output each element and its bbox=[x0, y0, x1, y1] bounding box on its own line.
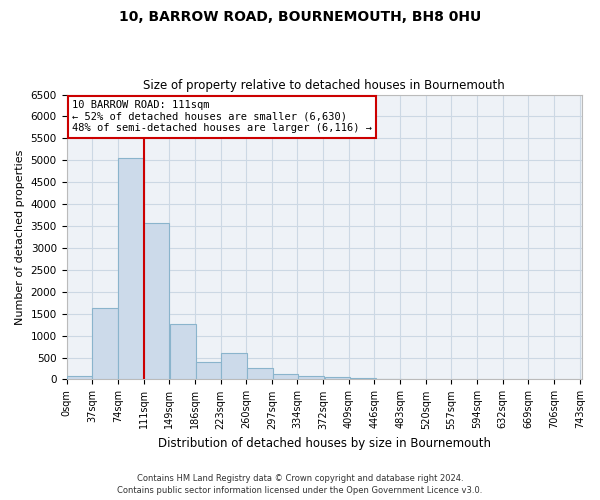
Bar bbox=[221, 353, 247, 380]
Bar bbox=[67, 376, 92, 380]
Bar bbox=[350, 378, 376, 380]
Bar bbox=[196, 362, 221, 380]
Bar bbox=[247, 368, 272, 380]
Text: 10, BARROW ROAD, BOURNEMOUTH, BH8 0HU: 10, BARROW ROAD, BOURNEMOUTH, BH8 0HU bbox=[119, 10, 481, 24]
Y-axis label: Number of detached properties: Number of detached properties bbox=[15, 150, 25, 324]
Bar bbox=[170, 324, 196, 380]
Bar bbox=[272, 374, 298, 380]
Bar bbox=[92, 308, 118, 380]
Bar bbox=[143, 222, 169, 380]
Bar bbox=[325, 377, 350, 380]
Text: Contains HM Land Registry data © Crown copyright and database right 2024.
Contai: Contains HM Land Registry data © Crown c… bbox=[118, 474, 482, 495]
Text: 10 BARROW ROAD: 111sqm
← 52% of detached houses are smaller (6,630)
48% of semi-: 10 BARROW ROAD: 111sqm ← 52% of detached… bbox=[71, 100, 371, 134]
Bar bbox=[118, 158, 143, 380]
X-axis label: Distribution of detached houses by size in Bournemouth: Distribution of detached houses by size … bbox=[158, 437, 491, 450]
Bar bbox=[298, 376, 324, 380]
Title: Size of property relative to detached houses in Bournemouth: Size of property relative to detached ho… bbox=[143, 79, 505, 92]
